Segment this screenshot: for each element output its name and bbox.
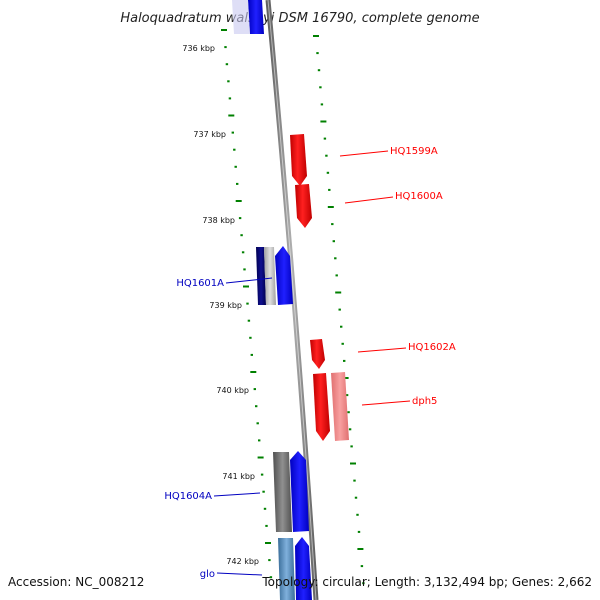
label-HQ1599A[interactable]: HQ1599A [390, 146, 438, 157]
leader-HQ1602A [357, 347, 407, 353]
tick-label-739: 739 kbp [209, 301, 242, 310]
leader-glo [216, 572, 263, 576]
tick-label-740: 740 kbp [216, 386, 249, 395]
gene-features [232, 0, 349, 600]
gene-reverse-arrow-1 [275, 246, 293, 305]
accession-text: Accession: NC_008212 [8, 575, 144, 589]
leader-HQ1600A [344, 196, 394, 204]
tick-label-738: 738 kbp [202, 216, 235, 225]
leader-dph5 [361, 400, 411, 406]
leader-lines [213, 150, 411, 576]
gene-labels: HQ1599A HQ1600A HQ1601A HQ1602A dph5 HQ1… [164, 146, 456, 580]
gene-HQ1601A-neighbor [264, 247, 276, 305]
tick-label-741: 741 kbp [222, 472, 255, 481]
tick-label-742: 742 kbp [226, 557, 259, 566]
label-dph5[interactable]: dph5 [412, 396, 437, 407]
genome-stats-text: Topology: circular; Length: 3,132,494 bp… [261, 575, 592, 589]
gene-top-partial [232, 0, 264, 34]
gene-HQ1600A [295, 184, 312, 228]
leader-HQ1604A [213, 492, 261, 497]
gene-HQ1601A [256, 247, 266, 305]
tick-label-736: 736 kbp [182, 44, 215, 53]
leader-HQ1599A [339, 150, 389, 157]
gene-reverse-arrow-4 [295, 537, 312, 600]
leader-HQ1601A [225, 277, 273, 284]
tick-label-737: 737 kbp [193, 130, 226, 139]
label-HQ1600A[interactable]: HQ1600A [395, 191, 443, 202]
label-HQ1604A[interactable]: HQ1604A [164, 491, 212, 502]
label-HQ1601A[interactable]: HQ1601A [176, 278, 224, 289]
gene-HQ1599A [290, 134, 307, 186]
gene-dph5 [331, 372, 349, 441]
gene-HQ1604A [273, 452, 292, 532]
label-HQ1602A[interactable]: HQ1602A [408, 342, 456, 353]
label-glo[interactable]: glo [200, 569, 215, 580]
gene-HQ1602A [310, 339, 325, 369]
tick-ring-outer [313, 35, 365, 585]
tick-ring-inner [221, 29, 273, 579]
tick-labels: 736 kbp 737 kbp 738 kbp 739 kbp 740 kbp … [182, 44, 259, 566]
gene-glo [278, 538, 295, 600]
gene-forward-arrow-2 [313, 373, 330, 441]
map-title: Haloquadratum walsbyi DSM 16790, complet… [120, 11, 479, 26]
gene-reverse-arrow-3 [290, 451, 309, 532]
